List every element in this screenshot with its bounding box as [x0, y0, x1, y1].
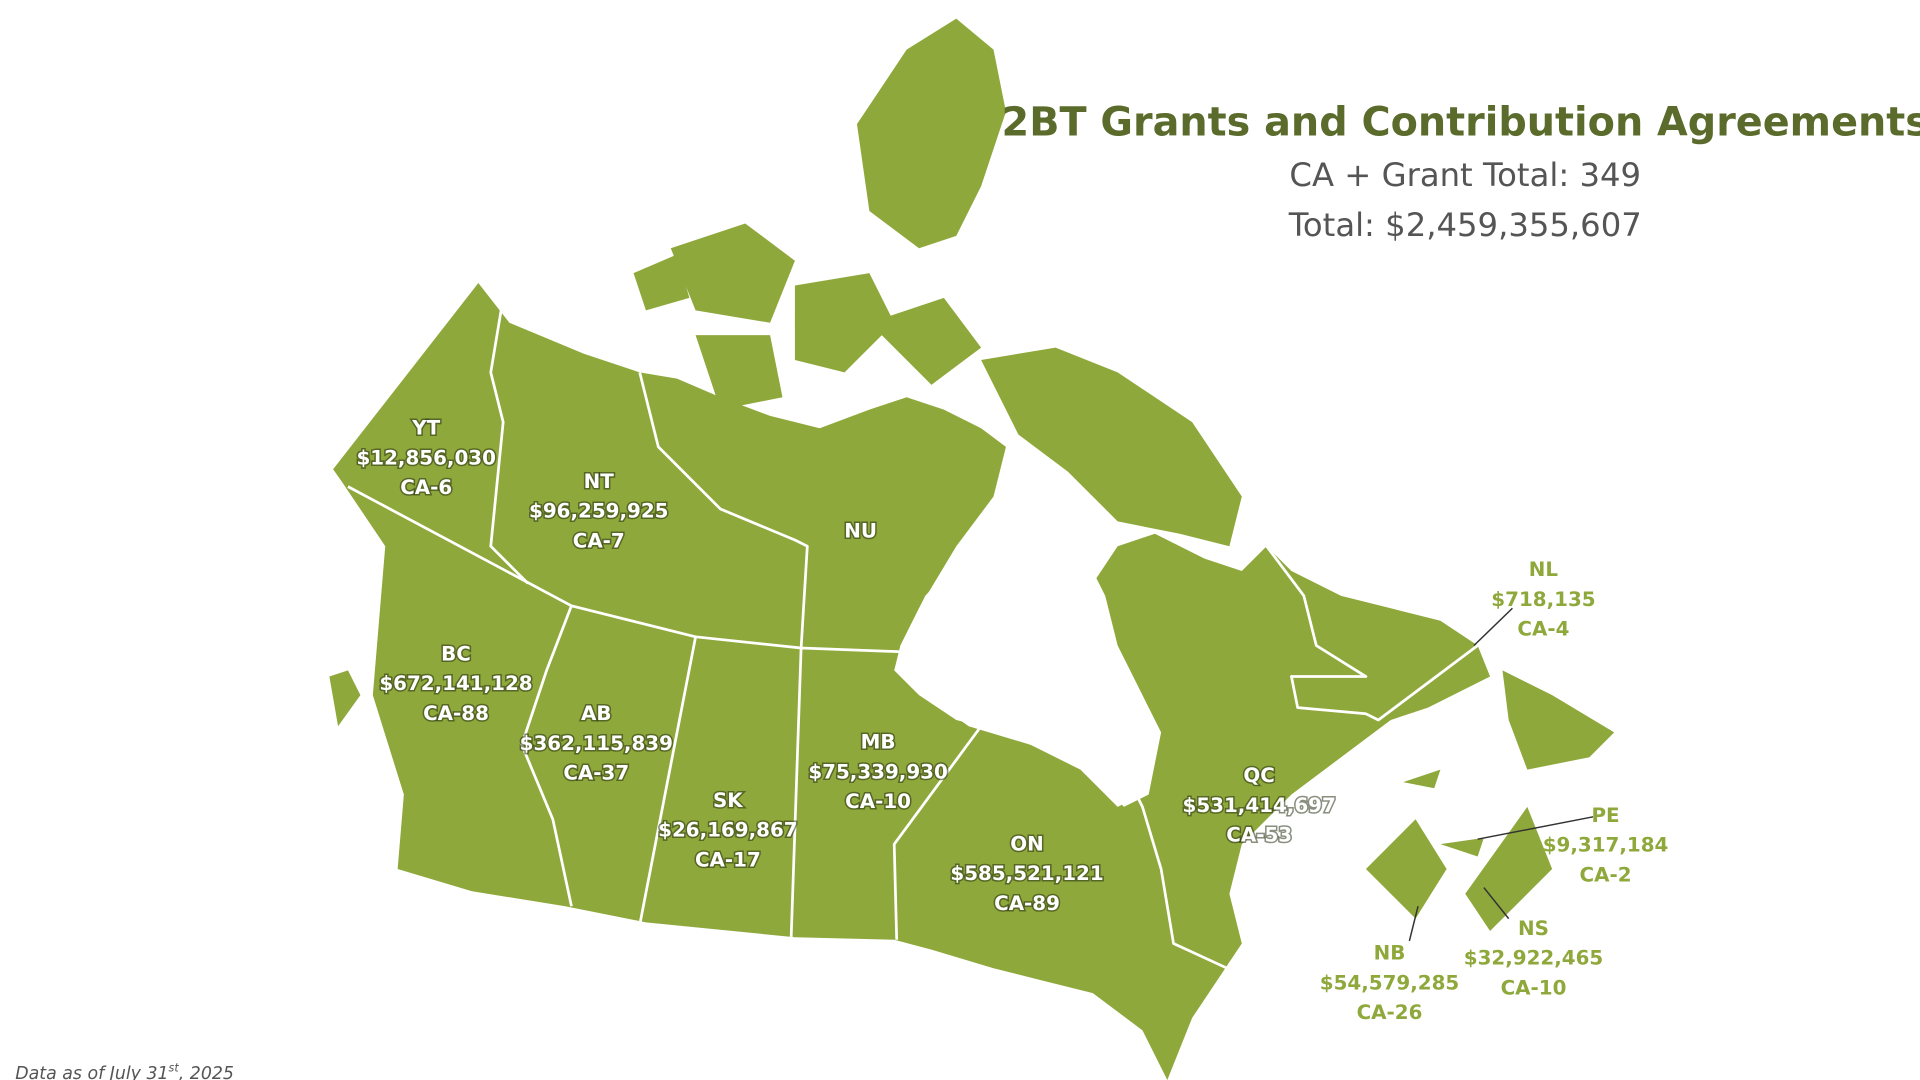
region-amount: $26,169,867 — [658, 819, 797, 842]
leader-line — [1477, 816, 1594, 840]
region-code: MB — [861, 731, 896, 754]
region-amount: $718,135 — [1491, 588, 1595, 611]
region-amount: $75,339,930 — [808, 760, 947, 783]
region-code: AB — [581, 702, 612, 725]
mainland — [333, 283, 1491, 1080]
region-amount: $96,259,925 — [529, 500, 668, 523]
region-agreements: CA-10 — [1501, 976, 1567, 999]
footnote-superscript: st — [169, 1061, 180, 1074]
region-agreements: CA-37 — [563, 762, 629, 785]
region-label: PE $9,317,184 CA-2 — [1543, 804, 1669, 887]
region-code: SK — [713, 789, 743, 812]
region-label: NL $718,135 CA-4 — [1491, 558, 1595, 641]
region-agreements: CA-10 — [845, 790, 911, 813]
region-agreements: CA-2 — [1580, 863, 1632, 886]
region-label: MB $75,339,930 CA-10 — [808, 731, 947, 814]
region-agreements: CA-4 — [1517, 618, 1569, 641]
region-label: NT $96,259,925 CA-7 — [529, 470, 668, 553]
border — [789, 647, 803, 938]
region-code: NL — [1529, 558, 1559, 581]
anticosti-island — [1403, 769, 1441, 789]
region-code: NT — [584, 470, 615, 493]
pei — [1440, 837, 1484, 857]
region-code: YT — [411, 416, 440, 439]
border — [892, 725, 983, 940]
region-amount: $12,856,030 — [356, 446, 495, 469]
footnote: Data as of July 31st, 2025 — [15, 1061, 234, 1080]
new-brunswick — [1365, 819, 1447, 919]
arctic-island — [869, 297, 982, 385]
region-code: NU — [844, 520, 877, 543]
region-label: BC $672,141,128 CA-88 — [379, 642, 532, 725]
leader-line — [1408, 906, 1419, 942]
region-amount: $362,115,839 — [520, 732, 673, 755]
region-agreements: CA-88 — [423, 702, 489, 725]
ellesmere-island — [856, 18, 1006, 249]
arctic-island — [794, 273, 895, 373]
total-line: Total: $2,459,355,607 — [1288, 206, 1642, 244]
leader-line — [1473, 607, 1513, 647]
border — [520, 605, 573, 907]
borders — [347, 297, 1479, 982]
region-amount: $54,579,285 — [1320, 971, 1459, 994]
region-amount: $32,922,465 — [1464, 947, 1603, 970]
region-agreements: CA-89 — [994, 892, 1060, 915]
region-agreements: CA-26 — [1357, 1001, 1423, 1024]
region-amount: $672,141,128 — [379, 672, 532, 695]
region-label: AB $362,115,839 CA-37 — [520, 702, 673, 785]
title: 2BT Grants and Contribution Agreements — [1002, 99, 1920, 145]
region-code: PE — [1591, 804, 1619, 827]
region-label: NS $32,922,465 CA-10 — [1464, 917, 1603, 1000]
footnote-text: , 2025 — [179, 1064, 234, 1080]
region-label: SK $26,169,867 CA-17 — [658, 789, 797, 872]
region-agreements: CA-6 — [400, 476, 452, 499]
border — [571, 604, 901, 654]
border — [638, 636, 697, 926]
vancouver-island — [329, 670, 361, 727]
region-code: BC — [441, 642, 471, 665]
border — [489, 297, 529, 585]
border — [347, 485, 573, 607]
border — [1265, 545, 1479, 722]
region-label: ON $585,521,121 CA-89 — [950, 832, 1103, 915]
region-code: ON — [1010, 832, 1044, 855]
count-line: CA + Grant Total: 349 — [1289, 156, 1641, 194]
region-labels: YT $12,856,030 CA-6 NT $96,259,925 CA-7 NU BC $6… — [355, 415, 1669, 1025]
region-code: NB — [1374, 942, 1406, 965]
arctic-island — [633, 254, 690, 311]
leaders — [1408, 607, 1594, 942]
arctic-island — [695, 335, 783, 410]
border — [1110, 744, 1255, 982]
region-amount: $585,521,121 — [950, 862, 1103, 885]
arctic-island — [670, 223, 795, 323]
region-agreements: CA-17 — [695, 848, 761, 871]
region-amount: $9,317,184 — [1543, 834, 1669, 857]
region-label: YT $12,856,030 CA-6 — [356, 416, 495, 499]
baffin-island — [981, 347, 1242, 547]
region-agreements: CA-7 — [573, 529, 625, 552]
region-code: QC — [1243, 764, 1274, 787]
region-code: NS — [1518, 917, 1549, 940]
region-label: QC $531,414,697 CA-53 — [1183, 764, 1336, 847]
nova-scotia — [1465, 806, 1553, 932]
landmass — [329, 18, 1615, 1080]
newfoundland-island — [1502, 670, 1615, 770]
region-amount: $531,414,697 — [1183, 794, 1336, 817]
region-agreements: CA-53 — [1226, 824, 1292, 847]
leader-line — [1483, 887, 1510, 920]
region-label: NB $54,579,285 CA-26 — [1320, 942, 1459, 1025]
footnote-text: Data as of July 31 — [15, 1064, 168, 1080]
region-label: NU — [844, 520, 877, 543]
hudson-bay — [896, 521, 1162, 807]
border — [638, 372, 809, 649]
